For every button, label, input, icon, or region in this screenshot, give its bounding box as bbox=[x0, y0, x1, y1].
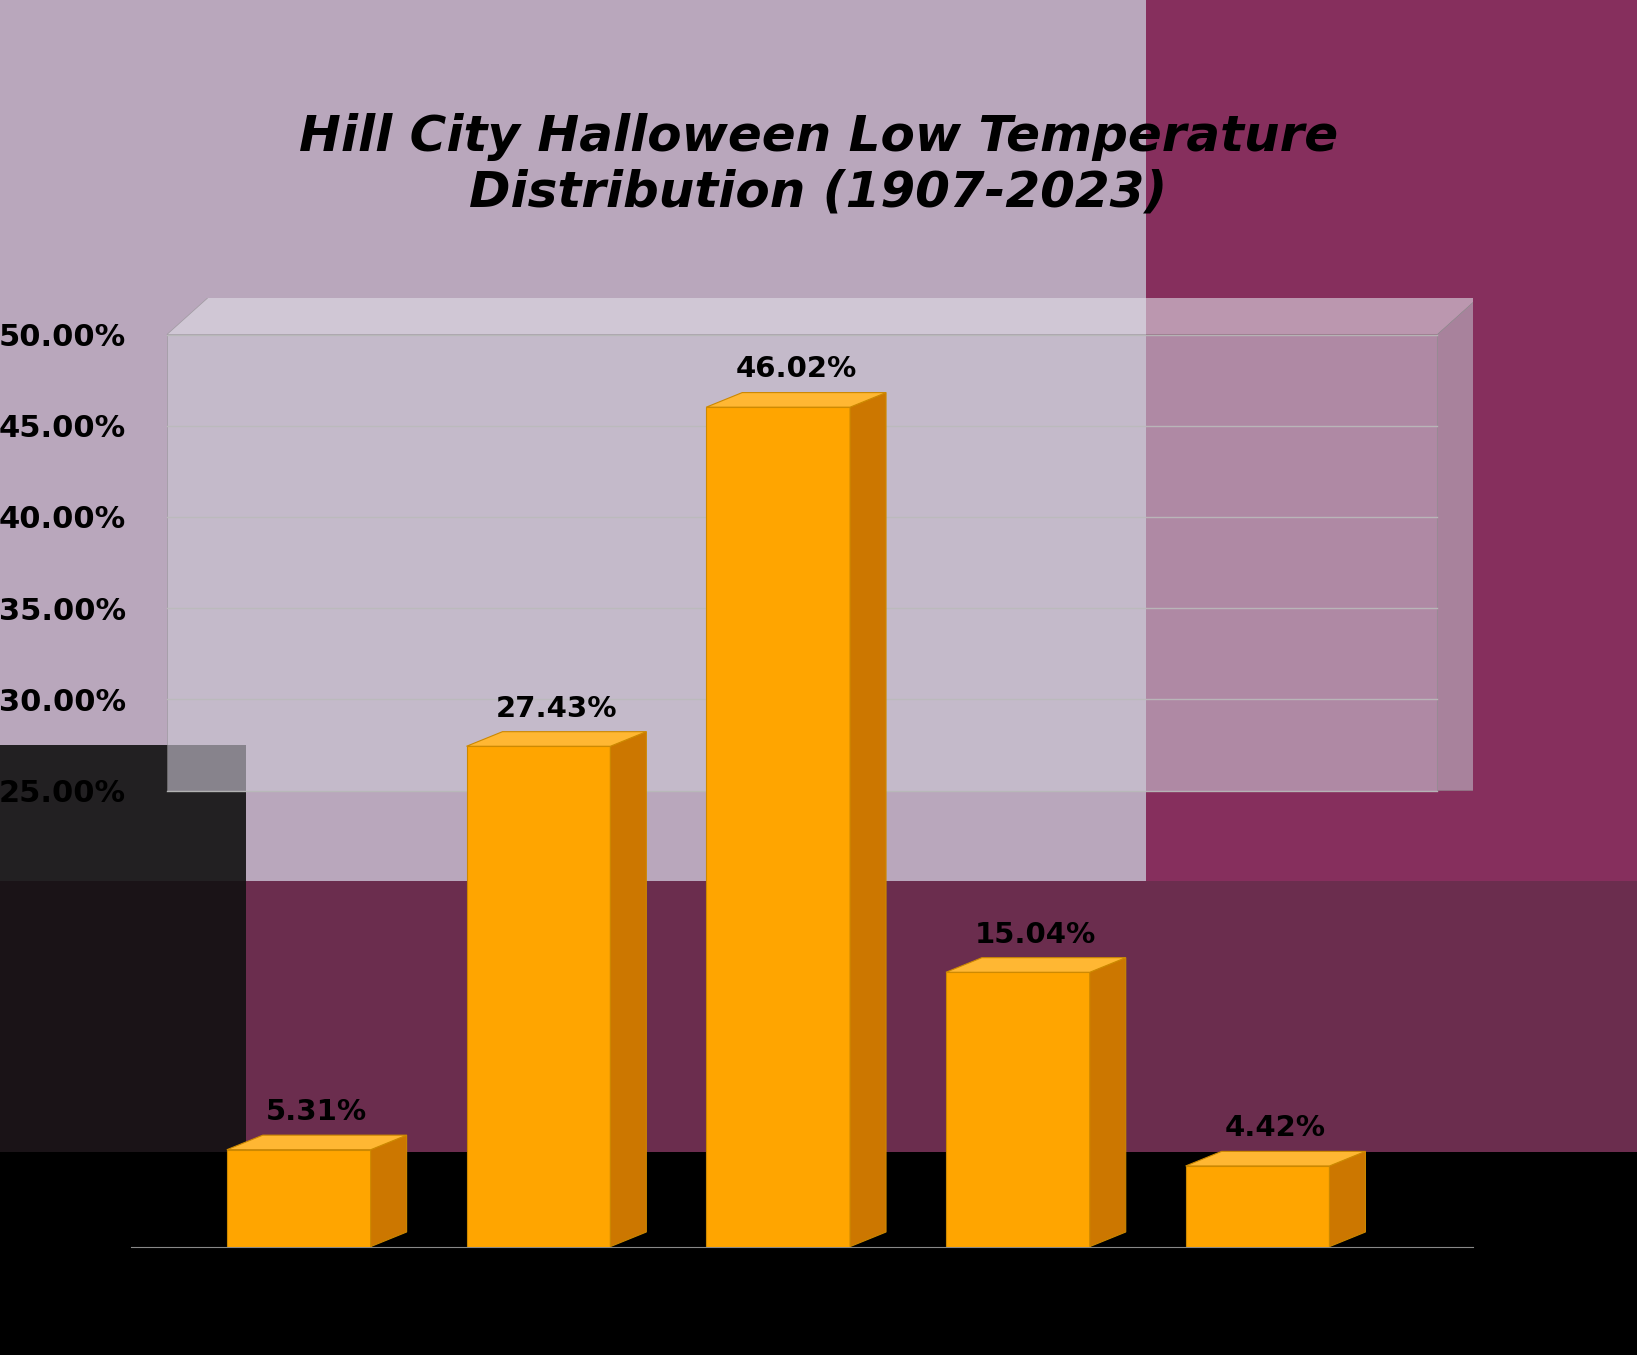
Polygon shape bbox=[1437, 289, 1488, 790]
Text: 4.42%: 4.42% bbox=[1224, 1114, 1326, 1142]
Polygon shape bbox=[0, 745, 246, 1152]
Polygon shape bbox=[946, 973, 1090, 1247]
Polygon shape bbox=[1185, 1165, 1329, 1247]
Polygon shape bbox=[1329, 1152, 1365, 1247]
Polygon shape bbox=[1146, 0, 1637, 881]
Polygon shape bbox=[467, 747, 611, 1247]
Polygon shape bbox=[1090, 958, 1126, 1247]
Polygon shape bbox=[228, 1135, 406, 1150]
Text: 15.04%: 15.04% bbox=[976, 920, 1097, 948]
Polygon shape bbox=[167, 335, 1437, 790]
Polygon shape bbox=[611, 732, 647, 1247]
Text: 5.31%: 5.31% bbox=[267, 1098, 367, 1126]
Polygon shape bbox=[0, 1152, 1637, 1355]
Text: 27.43%: 27.43% bbox=[496, 695, 617, 722]
Polygon shape bbox=[228, 1150, 370, 1247]
Polygon shape bbox=[1185, 1152, 1365, 1165]
Text: Hill City Halloween Low Temperature
Distribution (1907-2023): Hill City Halloween Low Temperature Dist… bbox=[300, 114, 1337, 217]
Polygon shape bbox=[0, 0, 1146, 881]
Text: 46.02%: 46.02% bbox=[735, 355, 856, 383]
Polygon shape bbox=[706, 393, 886, 408]
Polygon shape bbox=[946, 958, 1126, 973]
Polygon shape bbox=[370, 1135, 406, 1247]
Polygon shape bbox=[850, 393, 886, 1247]
Polygon shape bbox=[467, 732, 647, 747]
Polygon shape bbox=[167, 289, 1488, 335]
Polygon shape bbox=[706, 408, 850, 1247]
